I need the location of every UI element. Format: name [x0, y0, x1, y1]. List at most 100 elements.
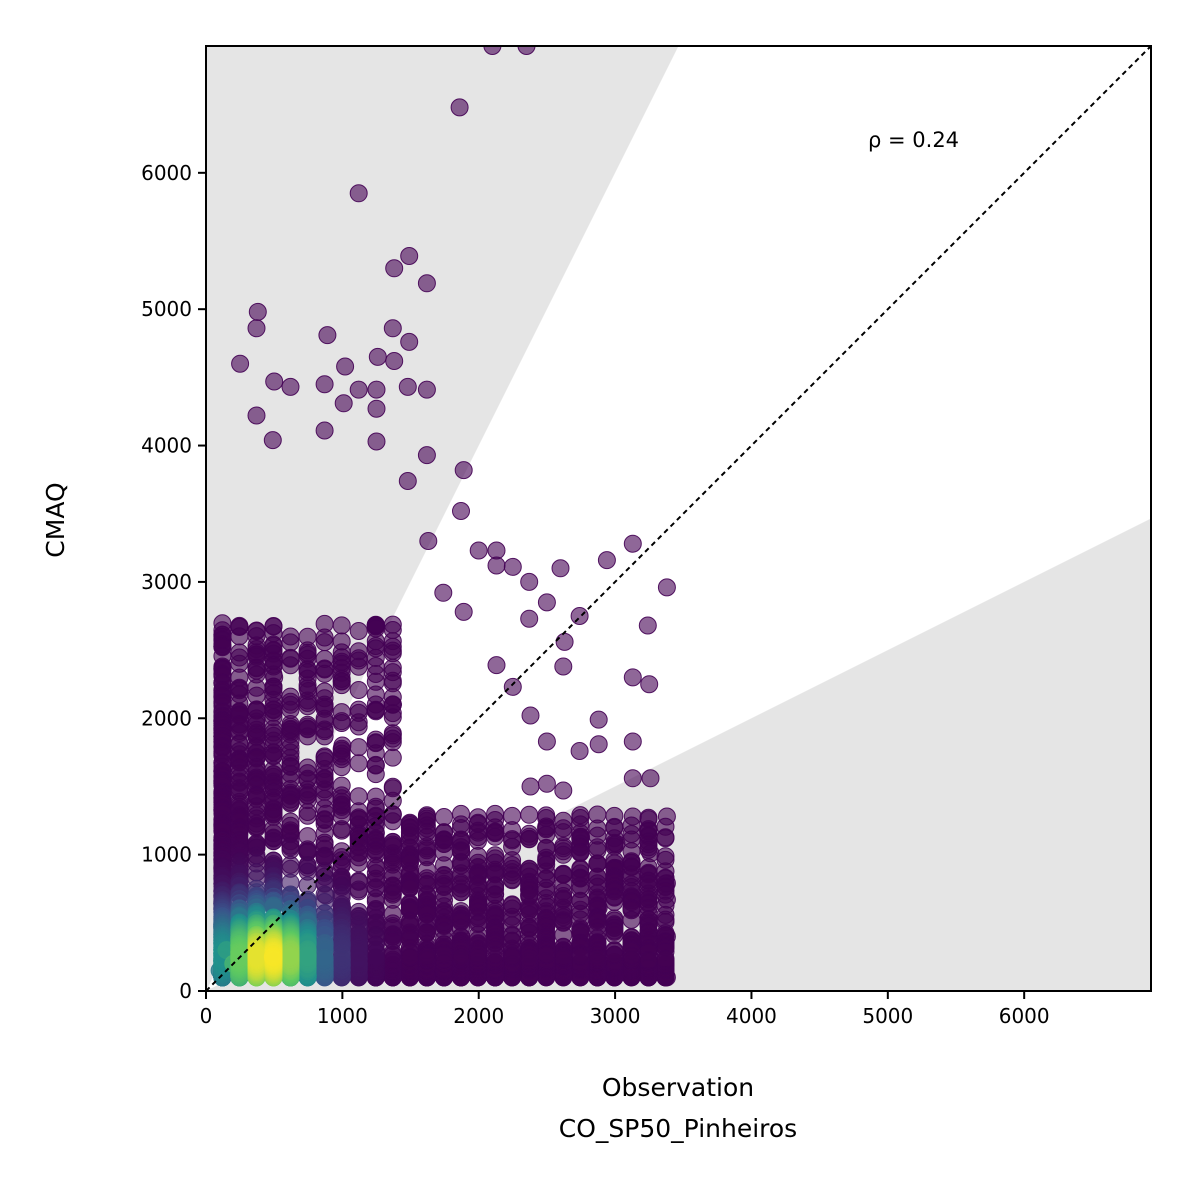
scatter-point — [400, 948, 419, 967]
x-tick-label: 6000 — [999, 1004, 1050, 1028]
scatter-point — [537, 774, 556, 793]
scatter-point — [503, 557, 522, 576]
y-tick-label: 3000 — [141, 570, 192, 594]
x-axis-ticks: 0 1000 2000 3000 4000 5000 6000 — [200, 991, 1050, 1028]
scatter-point — [486, 827, 505, 846]
scatter-point — [520, 609, 539, 628]
scatter-point — [247, 406, 266, 425]
scatter-point — [349, 738, 368, 757]
scatter-point — [622, 910, 641, 929]
scatter-point — [367, 380, 386, 399]
scatter-point — [349, 949, 368, 968]
scatter-point — [452, 883, 470, 902]
scatter-point — [570, 742, 589, 760]
y-tick-label: 5000 — [141, 297, 192, 321]
scatter-point — [383, 708, 402, 727]
scatter-point — [417, 274, 436, 293]
scatter-point — [332, 821, 351, 840]
x-tick-label: 2000 — [453, 1004, 504, 1028]
scatter-point — [452, 947, 470, 966]
x-tick-label: 4000 — [726, 1004, 777, 1028]
scatter-point — [588, 949, 607, 967]
one-to-one-line — [206, 46, 1151, 991]
scatter-point — [315, 727, 334, 746]
scatter-point — [383, 748, 402, 767]
scatter-point — [318, 326, 337, 345]
scatter-point — [434, 583, 453, 602]
scatter-point — [454, 602, 473, 621]
scatter-point — [623, 534, 642, 553]
scatter-point — [417, 380, 436, 399]
scatter-point — [230, 627, 249, 646]
scatter-point — [385, 259, 404, 278]
scatter-point — [247, 948, 266, 967]
scatter-point — [417, 947, 436, 966]
scatter-point — [419, 532, 438, 550]
scatter-point — [367, 399, 386, 418]
y-tick-label: 6000 — [141, 161, 192, 185]
scatter-point — [640, 675, 659, 694]
scatter-point — [332, 676, 351, 695]
scatter-point — [315, 633, 334, 652]
scatter-point — [623, 668, 642, 687]
x-tick-label: 0 — [200, 1004, 213, 1028]
scatter-point — [231, 354, 250, 373]
scatter-point — [537, 593, 556, 612]
scatter-point — [263, 431, 282, 450]
scatter-point — [349, 622, 368, 640]
scatter-points — [210, 46, 676, 987]
y-tick-label: 4000 — [141, 434, 192, 458]
scatter-point — [332, 714, 351, 732]
scatter-point — [639, 951, 658, 970]
scatter-point — [315, 375, 334, 394]
scatter-point — [383, 946, 402, 964]
scatter-point — [554, 657, 573, 676]
y-tick-label: 1000 — [141, 843, 192, 867]
scatter-point — [248, 302, 267, 321]
scatter-point — [520, 572, 539, 591]
scatter-point — [605, 946, 624, 964]
scatter-point — [452, 502, 470, 520]
y-tick-label: 0 — [179, 979, 192, 1003]
scatter-point — [349, 717, 368, 736]
scatter-point — [298, 727, 317, 746]
scatter-point — [656, 829, 675, 848]
scatter-point — [385, 352, 404, 370]
scatter-point — [383, 812, 402, 831]
scatter-point — [366, 702, 385, 721]
scatter-point — [483, 46, 502, 55]
scatter-point — [265, 372, 284, 391]
scatter-point — [638, 616, 657, 635]
scatter-point — [537, 732, 556, 751]
scatter-point — [521, 706, 540, 725]
scatter-point — [639, 840, 658, 859]
scatter-point — [281, 656, 300, 675]
scatter-point — [349, 380, 368, 399]
scatter-point — [332, 758, 351, 777]
scatter-point — [400, 332, 419, 351]
scatter-point — [503, 948, 522, 966]
scatter-point — [298, 806, 317, 825]
scatter-point — [383, 319, 402, 338]
scatter-point — [622, 947, 641, 965]
scatter-point — [469, 541, 488, 560]
scatter-point — [366, 948, 385, 967]
scatter-point — [349, 882, 368, 901]
scatter-point — [383, 733, 402, 752]
scatter-point — [398, 472, 417, 490]
scatter-point — [571, 844, 590, 862]
scatter-point — [605, 893, 624, 911]
scatter-point — [554, 845, 573, 864]
scatter-point — [589, 710, 608, 729]
scatter-point — [450, 98, 469, 117]
scatter-point — [554, 947, 573, 966]
scatter-point — [537, 946, 556, 965]
y-axis-ticks: 0 1000 2000 3000 4000 5000 6000 — [141, 161, 206, 1003]
scatter-point — [349, 657, 368, 676]
scatter-point — [435, 946, 453, 965]
y-axis-title: CMAQ — [41, 482, 70, 557]
y-tick-label: 2000 — [141, 706, 192, 730]
scatter-point — [623, 769, 642, 788]
scatter-point — [349, 184, 368, 203]
